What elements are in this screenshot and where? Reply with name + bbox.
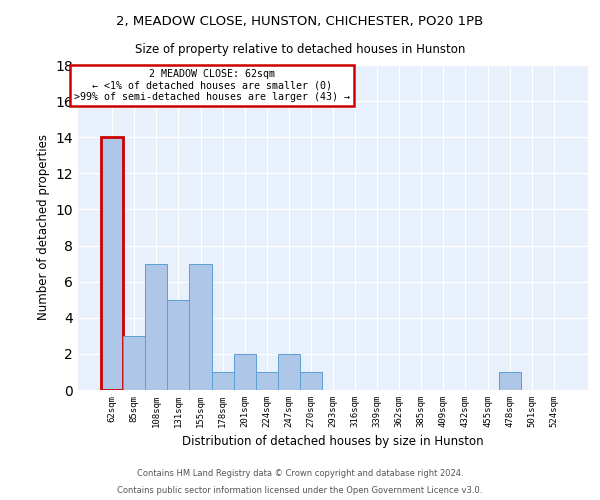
Text: 2, MEADOW CLOSE, HUNSTON, CHICHESTER, PO20 1PB: 2, MEADOW CLOSE, HUNSTON, CHICHESTER, PO… bbox=[116, 15, 484, 28]
Bar bbox=[123, 336, 145, 390]
Bar bbox=[101, 137, 123, 390]
Bar bbox=[499, 372, 521, 390]
Bar bbox=[256, 372, 278, 390]
Bar bbox=[190, 264, 212, 390]
Bar bbox=[145, 264, 167, 390]
Bar bbox=[233, 354, 256, 390]
Bar bbox=[278, 354, 300, 390]
Text: Contains public sector information licensed under the Open Government Licence v3: Contains public sector information licen… bbox=[118, 486, 482, 495]
Text: 2 MEADOW CLOSE: 62sqm
← <1% of detached houses are smaller (0)
>99% of semi-deta: 2 MEADOW CLOSE: 62sqm ← <1% of detached … bbox=[74, 68, 350, 102]
Text: Contains HM Land Registry data © Crown copyright and database right 2024.: Contains HM Land Registry data © Crown c… bbox=[137, 468, 463, 477]
Bar bbox=[167, 300, 190, 390]
Text: Size of property relative to detached houses in Hunston: Size of property relative to detached ho… bbox=[135, 42, 465, 56]
X-axis label: Distribution of detached houses by size in Hunston: Distribution of detached houses by size … bbox=[182, 436, 484, 448]
Bar bbox=[300, 372, 322, 390]
Bar bbox=[212, 372, 233, 390]
Y-axis label: Number of detached properties: Number of detached properties bbox=[37, 134, 50, 320]
